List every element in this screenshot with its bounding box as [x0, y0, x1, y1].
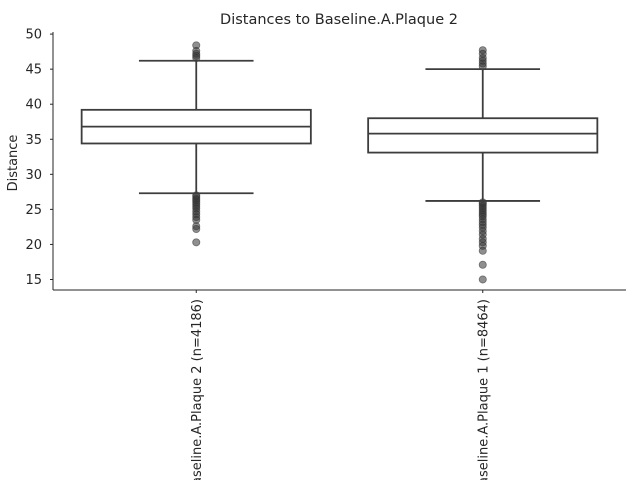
- y-tick-label: 25: [25, 203, 42, 218]
- y-tick-label: 45: [25, 63, 42, 78]
- y-tick-label: 20: [25, 238, 42, 253]
- chart-title: Distances to Baseline.A.Plaque 2: [220, 12, 458, 28]
- y-tick-label: 35: [25, 133, 42, 148]
- x-tick-label: Baseline.A.Plaque 2 (n=4186): [190, 299, 205, 480]
- y-tick-label: 15: [25, 273, 42, 288]
- box-series: [80, 41, 599, 284]
- y-tick-label: 50: [25, 28, 42, 43]
- y-tick-labels: 15 20 25 30 35 40 45 50: [25, 28, 53, 288]
- outlier-point: [478, 260, 487, 269]
- box-group: [80, 41, 312, 247]
- outlier-point: [478, 275, 487, 284]
- y-tick-label: 40: [25, 98, 42, 113]
- y-tick-label: 30: [25, 168, 42, 183]
- box-group: [367, 46, 599, 284]
- outlier-point: [192, 238, 201, 247]
- y-axis-label: Distance: [6, 135, 21, 192]
- outlier-point: [192, 41, 201, 50]
- x-tick-label: Baseline.A.Plaque 1 (n=8464): [476, 299, 491, 480]
- x-tick-labels: Baseline.A.Plaque 2 (n=4186) Baseline.A.P…: [190, 290, 491, 480]
- outlier-point: [478, 46, 487, 55]
- iqr-box: [367, 117, 599, 154]
